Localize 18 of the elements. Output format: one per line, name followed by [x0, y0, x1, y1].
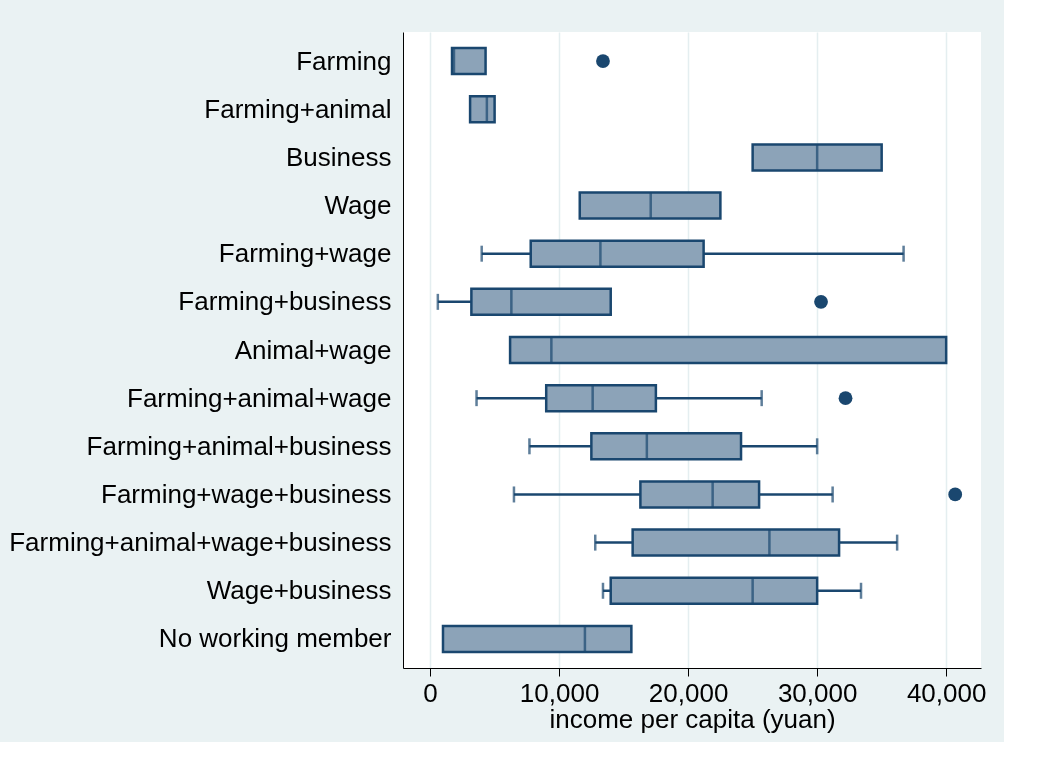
- y-tick-label: Farming+animal+wage+business: [9, 527, 392, 558]
- y-tick-label: Wage: [324, 190, 392, 221]
- y-tick-label: Wage+business: [206, 575, 392, 606]
- y-tick-label: Farming: [296, 45, 392, 76]
- y-tick-label: Farming+animal+business: [86, 430, 392, 461]
- y-tick-label: Farming+animal: [204, 93, 392, 124]
- x-tick-label: 10,000: [519, 677, 600, 708]
- y-tick-label: Farming+animal+wage: [127, 382, 392, 413]
- x-tick-label: 0: [423, 677, 438, 708]
- y-tick-label: Farming+wage: [218, 238, 392, 269]
- x-tick-label: 30,000: [777, 677, 858, 708]
- y-tick-label: Farming+wage+business: [101, 478, 392, 509]
- y-tick-label: Business: [286, 141, 392, 172]
- y-tick-label: Animal+wage: [234, 334, 392, 365]
- y-tick-label: No working member: [158, 623, 392, 654]
- y-tick-label: Farming+business: [178, 286, 392, 317]
- x-tick-label: 40,000: [906, 677, 987, 708]
- x-tick-label: 20,000: [648, 677, 729, 708]
